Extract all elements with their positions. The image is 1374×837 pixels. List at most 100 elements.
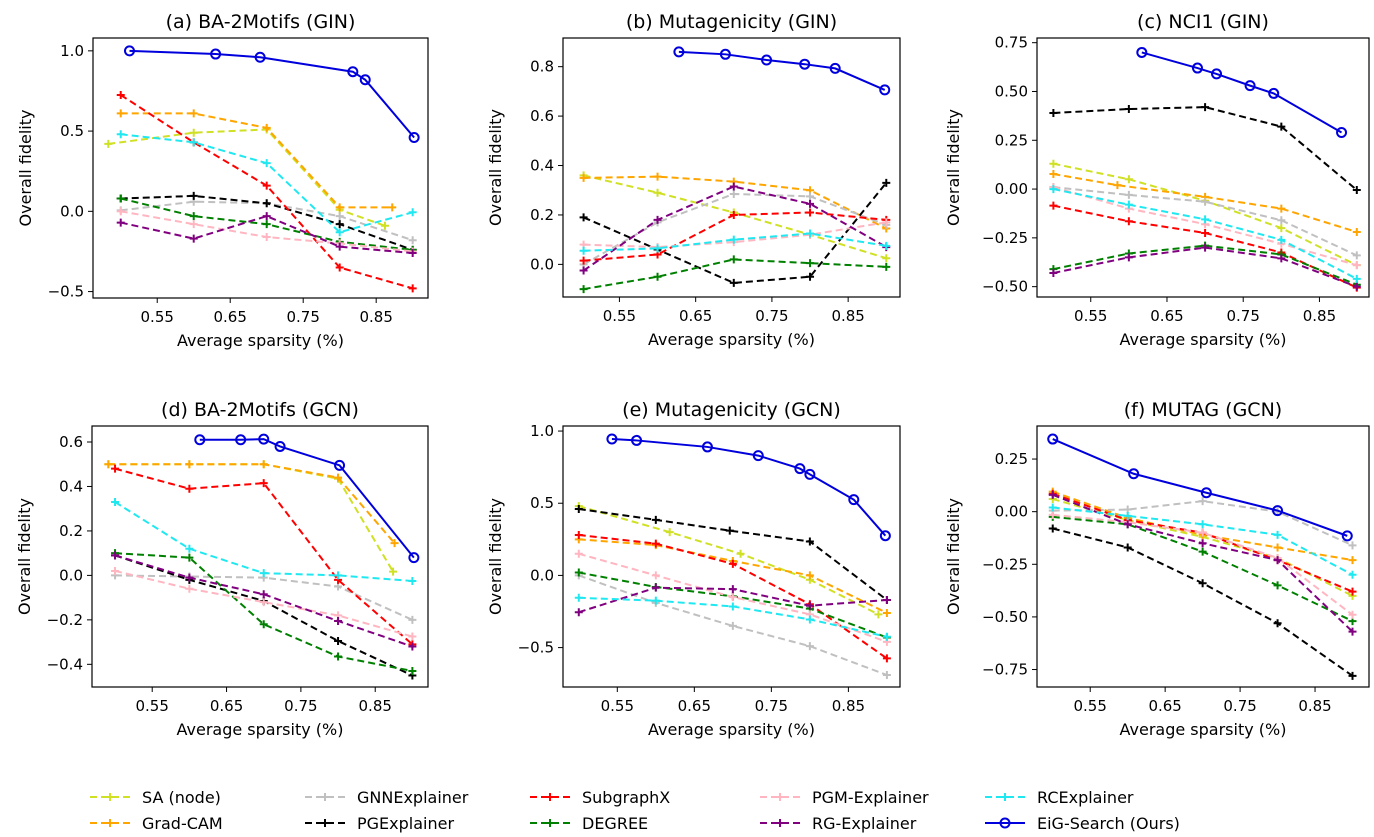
plus-marker (1124, 200, 1133, 209)
plus-marker (805, 601, 814, 610)
legend-label: RG-Explainer (812, 814, 917, 833)
plus-marker (806, 199, 815, 208)
circle-marker (334, 459, 346, 471)
plus-marker (334, 616, 343, 625)
circle-marker (1211, 68, 1223, 80)
plot-area (104, 433, 420, 680)
series-line (578, 574, 888, 676)
x-tick-label: 0.65 (1150, 307, 1183, 325)
legend-item: Grad-CAM (90, 814, 223, 833)
legend-label: GNNExplainer (357, 788, 469, 807)
axes-frame (92, 37, 429, 299)
plus-marker (408, 236, 417, 245)
x-tick-label: 0.55 (1074, 697, 1107, 715)
plus-marker (1277, 216, 1286, 225)
plus-marker (651, 515, 660, 524)
subplot-e: (e) Mutagenicity (GCN) 0.55 0.65 0.75 0.85 −0… (486, 399, 901, 739)
plus-marker (388, 203, 397, 212)
circle-marker (1191, 62, 1203, 74)
plus-marker (116, 218, 125, 227)
plus-marker (408, 208, 417, 217)
plus-marker (1277, 204, 1286, 213)
plus-marker (380, 221, 389, 230)
series-rcexplainer (111, 498, 417, 585)
series-line (1052, 506, 1353, 576)
plus-marker (882, 654, 891, 663)
circle-marker (1244, 80, 1256, 92)
plus-marker (1273, 556, 1282, 565)
series-degree (111, 549, 417, 675)
legend-item: SubgraphX (530, 788, 670, 807)
legend-label: EiG-Search (Ours) (1037, 814, 1180, 833)
plus-marker (546, 819, 554, 827)
subplot-b: (b) Mutagenicity (GIN) 0.55 0.65 0.75 0.85 0.… (486, 11, 901, 349)
y-tick-label: −0.25 (982, 229, 1028, 247)
plus-marker (259, 569, 268, 578)
plus-marker (651, 583, 660, 592)
plot-area (1049, 46, 1361, 292)
plus-marker (259, 590, 268, 599)
y-tick-label: −0.25 (982, 555, 1028, 573)
y-axis-label: Overall fidelity (16, 110, 35, 227)
series-rg-explainer (1048, 490, 1357, 636)
y-tick-label: 0.6 (530, 107, 554, 125)
series-gnnexplainer (579, 189, 891, 269)
series-rg-explainer (116, 212, 417, 258)
axes-frame (1036, 425, 1370, 688)
plus-marker (1049, 159, 1058, 168)
circle-marker (999, 817, 1011, 829)
series-rg-explainer (111, 551, 417, 651)
x-tick-label: 0.85 (832, 697, 865, 715)
plus-marker (104, 139, 113, 148)
plus-marker (579, 213, 588, 222)
series-line (1052, 513, 1354, 616)
series-grad-cam (116, 109, 397, 212)
plus-marker (1198, 579, 1207, 588)
plus-marker (189, 128, 198, 137)
plus-marker (185, 544, 194, 553)
plus-marker (185, 484, 194, 493)
plus-marker (574, 593, 583, 602)
circle-marker (274, 440, 286, 452)
plus-marker (806, 208, 815, 217)
plus-marker (1352, 274, 1361, 283)
plus-marker (335, 242, 344, 251)
series-pgexplainer (1048, 524, 1357, 680)
y-tick-label: −0.2 (47, 611, 83, 629)
circle-marker (799, 58, 811, 70)
plus-marker (335, 203, 344, 212)
plus-marker (1198, 520, 1207, 529)
legend-label: DEGREE (582, 814, 648, 833)
plus-marker (1049, 108, 1058, 117)
plus-marker (806, 229, 815, 238)
plus-marker (1124, 217, 1133, 226)
plus-marker (1201, 197, 1210, 206)
series-eig-search-ours (123, 45, 420, 144)
plus-marker (882, 608, 891, 617)
series-line (108, 128, 386, 227)
subplot-title: (c) NCI1 (GIN) (1137, 11, 1269, 33)
plus-marker (1273, 581, 1282, 590)
subplot-f: (f) MUTAG (GCN) 0.55 0.65 0.75 0.85 −0.75 −0.5… (944, 399, 1370, 739)
plus-marker (1201, 243, 1210, 252)
plus-marker (728, 593, 737, 602)
plus-marker (728, 559, 737, 568)
series-line (114, 569, 413, 638)
plus-marker (805, 537, 814, 546)
plus-marker (653, 272, 662, 281)
plus-marker (189, 220, 198, 229)
circle-marker (631, 434, 643, 446)
plus-marker (725, 526, 734, 535)
plus-marker (262, 199, 271, 208)
plus-marker (111, 566, 120, 575)
plus-marker (1352, 261, 1361, 270)
y-tick-label: 0.5 (530, 494, 554, 512)
y-axis-label: Overall fidelity (944, 109, 963, 226)
series-pgm-explainer (574, 549, 891, 646)
circle-marker (1136, 46, 1148, 58)
plus-marker (579, 256, 588, 265)
plus-marker (574, 608, 583, 617)
circle-marker (1336, 126, 1348, 138)
plus-marker (729, 255, 738, 264)
